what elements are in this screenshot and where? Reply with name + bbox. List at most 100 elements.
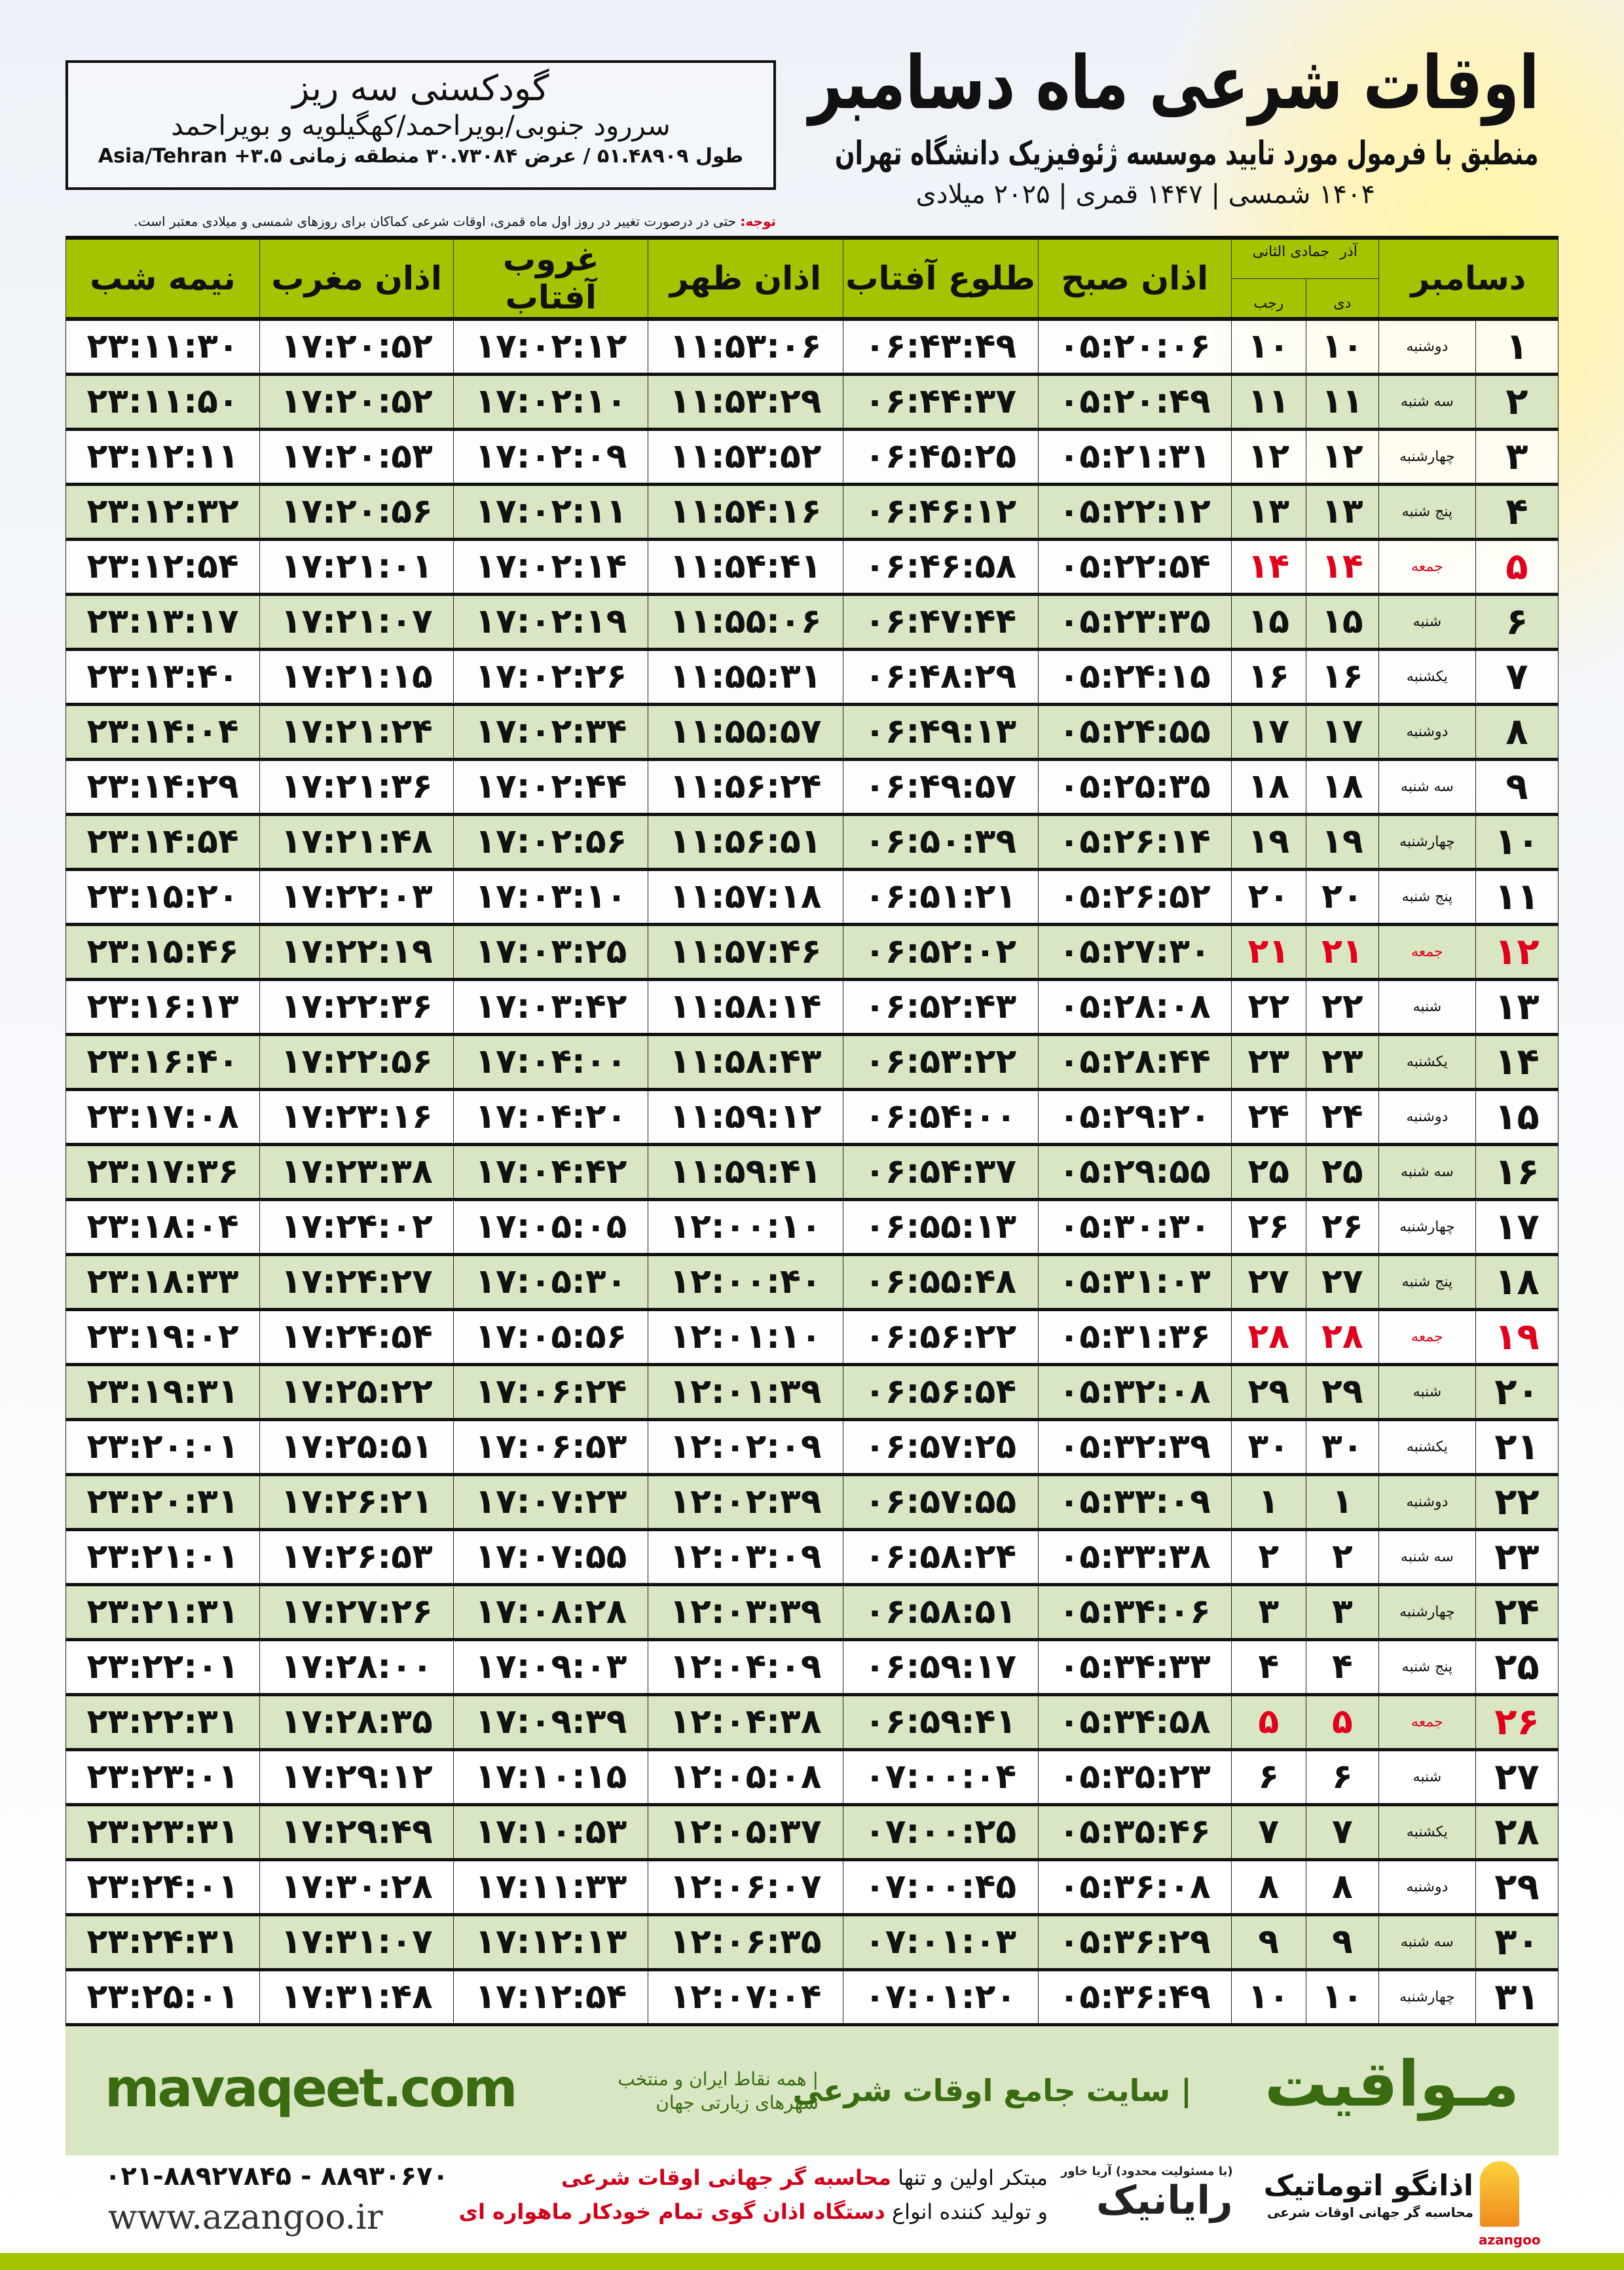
cell-midnight: ۲۳:۱۲:۳۲ <box>65 484 261 541</box>
cell-sunrise: ۰۶:۵۴:۳۷ <box>842 1144 1039 1201</box>
cell-sunset: ۱۷:۰۲:۱۴ <box>453 539 649 596</box>
cell-sunset: ۱۷:۱۰:۵۳ <box>453 1804 649 1861</box>
cell-sunset: ۱۷:۰۹:۰۳ <box>453 1639 649 1696</box>
cell-dhuhr: ۱۲:۰۰:۴۰ <box>648 1254 843 1311</box>
cell-midnight: ۲۳:۲۴:۰۱ <box>65 1859 261 1916</box>
cell-sunrise: ۰۶:۵۹:۴۱ <box>842 1694 1039 1751</box>
cell-maghrib: ۱۷:۳۰:۲۸ <box>259 1859 454 1916</box>
page-subtitle: منطبق با فرمول مورد تایید موسسه ژئوفیزیک… <box>835 134 1539 172</box>
cell-weekday: پنج شنبه <box>1378 869 1476 926</box>
website-link[interactable]: www.azangoo.ir <box>108 2198 383 2237</box>
cell-maghrib: ۱۷:۲۲:۵۶ <box>259 1034 454 1091</box>
cell-weekday: چهارشنبه <box>1378 1584 1476 1641</box>
cell-day: ۳ <box>1475 429 1559 486</box>
cell-fajr: ۰۵:۳۱:۳۶ <box>1037 1309 1232 1366</box>
cell-maghrib: ۱۷:۲۶:۲۱ <box>259 1474 454 1531</box>
cell-sunrise: ۰۶:۵۸:۵۱ <box>842 1584 1039 1641</box>
cell-midnight: ۲۳:۲۱:۳۱ <box>65 1584 261 1641</box>
cell-midnight: ۲۳:۱۳:۱۷ <box>65 594 261 651</box>
brand-logo: مـواقیت <box>1264 2047 1519 2121</box>
cell-midnight: ۲۳:۲۴:۳۱ <box>65 1914 261 1971</box>
cell-rajab: ۱۱ <box>1230 374 1306 431</box>
cell-day: ۲۹ <box>1475 1859 1559 1916</box>
cell-day: ۲۸ <box>1475 1804 1559 1861</box>
cell-sunset: ۱۷:۰۲:۰۹ <box>453 429 649 486</box>
cell-day: ۹ <box>1475 759 1559 816</box>
cell-weekday: سه شنبه <box>1378 1144 1476 1201</box>
cell-maghrib: ۱۷:۲۴:۵۴ <box>259 1309 454 1366</box>
cell-midnight: ۲۳:۱۸:۰۴ <box>65 1199 261 1256</box>
cell-fajr: ۰۵:۳۶:۴۹ <box>1037 1969 1232 2026</box>
cell-midnight: ۲۳:۱۴:۲۹ <box>65 759 261 816</box>
header-month-names: آذر جمادی الثانی <box>1230 236 1379 278</box>
cell-weekday: یکشنبه <box>1378 1804 1476 1861</box>
header-month: دسامبر <box>1378 236 1559 321</box>
cell-midnight: ۲۳:۲۱:۰۱ <box>65 1529 261 1586</box>
table-row: ۷ یکشنبه ۱۶ ۱۶ ۰۵:۲۴:۱۵ ۰۶:۴۸:۲۹ ۱۱:۵۵:۳۱ ۱۷:۰۲… <box>65 649 1559 706</box>
cell-dhuhr: ۱۱:۵۳:۲۹ <box>648 374 843 431</box>
cell-rajab: ۳۰ <box>1230 1419 1306 1476</box>
header-sunrise: طلوع آفتاب <box>842 236 1039 321</box>
cell-dey: ۱۸ <box>1305 759 1379 816</box>
cell-midnight: ۲۳:۱۳:۴۰ <box>65 649 261 706</box>
cell-maghrib: ۱۷:۲۳:۳۸ <box>259 1144 454 1201</box>
cell-fajr: ۰۵:۲۳:۳۵ <box>1037 594 1232 651</box>
cell-dhuhr: ۱۱:۵۵:۰۶ <box>648 594 843 651</box>
cell-dhuhr: ۱۲:۰۵:۰۸ <box>648 1749 843 1806</box>
cell-dhuhr: ۱۱:۵۴:۱۶ <box>648 484 843 541</box>
cell-day: ۱۶ <box>1475 1144 1559 1201</box>
cell-maghrib: ۱۷:۲۵:۲۲ <box>259 1364 454 1421</box>
cell-dey: ۴ <box>1305 1639 1379 1696</box>
cell-midnight: ۲۳:۲۰:۳۱ <box>65 1474 261 1531</box>
cell-midnight: ۲۳:۱۷:۳۶ <box>65 1144 261 1201</box>
cell-rajab: ۱۰ <box>1230 319 1306 376</box>
cell-dey: ۵ <box>1305 1694 1379 1751</box>
cell-midnight: ۲۳:۱۴:۵۴ <box>65 814 261 871</box>
table-row: ۳۰ سه شنبه ۹ ۹ ۰۵:۳۶:۲۹ ۰۷:۰۱:۰۳ ۱۲:۰۶:۳۵ ۱۷:۱۲… <box>65 1914 1559 1971</box>
cell-rajab: ۱ <box>1230 1474 1306 1531</box>
table-row: ۲۰ شنبه ۲۹ ۲۹ ۰۵:۳۲:۰۸ ۰۶:۵۶:۵۴ ۱۲:۰۱:۳۹ ۱۷:۰۶:… <box>65 1364 1559 1421</box>
cell-midnight: ۲۳:۱۱:۳۰ <box>65 319 261 376</box>
cell-maghrib: ۱۷:۲۱:۳۶ <box>259 759 454 816</box>
cell-sunset: ۱۷:۰۵:۵۶ <box>453 1309 649 1366</box>
cell-dey: ۲۰ <box>1305 869 1379 926</box>
cell-sunset: ۱۷:۰۶:۵۳ <box>453 1419 649 1476</box>
cell-rajab: ۲۴ <box>1230 1089 1306 1146</box>
table-row: ۱۵ دوشنبه ۲۴ ۲۴ ۰۵:۲۹:۲۰ ۰۶:۵۴:۰۰ ۱۱:۵۹:۱۲ ۱۷:۰… <box>65 1089 1559 1146</box>
cell-sunrise: ۰۶:۴۷:۴۴ <box>842 594 1039 651</box>
cell-midnight: ۲۳:۲۵:۰۱ <box>65 1969 261 2026</box>
cell-dey: ۱۳ <box>1305 484 1379 541</box>
table-row: ۴ پنج شنبه ۱۳ ۱۳ ۰۵:۲۲:۱۲ ۰۶:۴۶:۱۲ ۱۱:۵۴:۱۶ ۱۷:… <box>65 484 1559 541</box>
mavaqeet-banner: mavaqeet.com مـواقیت | سایت جامع اوقات ش… <box>65 2027 1559 2155</box>
header-fajr: اذان صبح <box>1037 236 1232 321</box>
cell-sunrise: ۰۶:۵۳:۲۲ <box>842 1034 1039 1091</box>
cell-dey: ۹ <box>1305 1914 1379 1971</box>
cell-midnight: ۲۳:۲۳:۳۱ <box>65 1804 261 1861</box>
cell-day: ۲۶ <box>1475 1694 1559 1751</box>
cell-fajr: ۰۵:۳۶:۰۸ <box>1037 1859 1232 1916</box>
location-box: گودکسنی سه ریز سررود جنوبی/بویراحمد/کهگی… <box>65 60 776 190</box>
cell-dhuhr: ۱۱:۵۶:۲۴ <box>648 759 843 816</box>
cell-sunset: ۱۷:۰۴:۴۲ <box>453 1144 649 1201</box>
location-coordinates: طول ۵۱.۴۸۹۰۹ / عرض ۳۰.۷۳۰۸۴ منطقه زمانی … <box>98 145 744 168</box>
cell-sunrise: ۰۷:۰۰:۲۵ <box>842 1804 1039 1861</box>
cell-maghrib: ۱۷:۲۱:۴۸ <box>259 814 454 871</box>
rayanik-subtitle: (با مسئولیت محدود) آریا خاور <box>1061 2165 1233 2178</box>
cell-sunrise: ۰۶:۴۵:۲۵ <box>842 429 1039 486</box>
cell-weekday: سه شنبه <box>1378 374 1476 431</box>
cell-dhuhr: ۱۱:۵۹:۴۱ <box>648 1144 843 1201</box>
cell-sunrise: ۰۶:۴۹:۱۳ <box>842 704 1039 761</box>
site-link[interactable]: mavaqeet.com <box>105 2058 518 2119</box>
cell-sunset: ۱۷:۰۲:۱۱ <box>453 484 649 541</box>
table-row: ۱۴ یکشنبه ۲۳ ۲۳ ۰۵:۲۸:۴۴ ۰۶:۵۳:۲۲ ۱۱:۵۸:۴۳ ۱۷:۰… <box>65 1034 1559 1091</box>
cell-rajab: ۱۲ <box>1230 429 1306 486</box>
cell-maghrib: ۱۷:۲۶:۵۳ <box>259 1529 454 1586</box>
table-row: ۲۵ پنج شنبه ۴ ۴ ۰۵:۳۴:۳۳ ۰۶:۵۹:۱۷ ۱۲:۰۴:۰۹ ۱۷:۰… <box>65 1639 1559 1696</box>
cell-rajab: ۲ <box>1230 1529 1306 1586</box>
location-path: سررود جنوبی/بویراحمد/کهگیلویه و بویراحمد <box>171 109 671 142</box>
cell-weekday: شنبه <box>1378 1364 1476 1421</box>
cell-day: ۲۳ <box>1475 1529 1559 1586</box>
cell-dhuhr: ۱۱:۵۵:۳۱ <box>648 649 843 706</box>
cell-fajr: ۰۵:۲۵:۳۵ <box>1037 759 1232 816</box>
prayer-times-table: دسامبر آذر جمادی الثانی اذان صبح طلوع آفت… <box>65 236 1559 2026</box>
